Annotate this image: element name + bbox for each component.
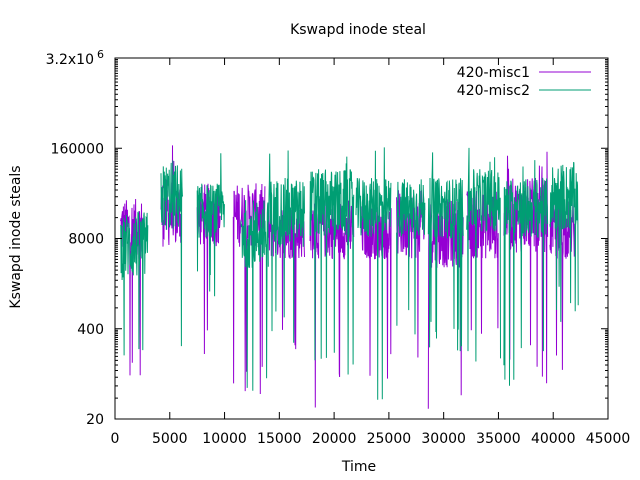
legend: 420-misc1 420-misc2 xyxy=(457,65,591,99)
series-line-misc2 xyxy=(396,179,426,335)
y-tick-label: 8000 xyxy=(68,232,104,248)
series-line-misc1 xyxy=(196,183,221,355)
x-tick-label: 40000 xyxy=(531,431,576,447)
series-line-misc2 xyxy=(355,147,392,400)
x-tick-label: 10000 xyxy=(202,431,247,447)
x-tick-label: 0 xyxy=(111,431,120,447)
series-line-misc2 xyxy=(466,147,501,362)
x-ticks: 0 5000 10000 15000 20000 25000 30000 35000 40000… xyxy=(111,58,631,447)
y-ticks: 20 400 8000 160000 xyxy=(51,57,608,428)
series-line-misc2 xyxy=(160,160,184,347)
y-tick-label-top: 3.2x10 6 xyxy=(46,48,104,68)
series-line-misc2 xyxy=(120,210,149,356)
series-line-misc2 xyxy=(240,200,269,391)
legend-label-misc1: 420-misc1 xyxy=(457,65,530,81)
x-tick-label: 35000 xyxy=(476,431,521,447)
y-tick-label: 160000 xyxy=(51,141,104,157)
legend-label-misc2: 420-misc2 xyxy=(457,83,530,99)
plot-series xyxy=(120,145,579,409)
y-tick-top-exponent: 6 xyxy=(97,48,104,61)
chart-title: Kswapd inode steal xyxy=(290,22,426,38)
y-tick-label: 20 xyxy=(86,412,104,428)
series-line-misc1 xyxy=(466,190,499,334)
x-tick-label: 20000 xyxy=(312,431,357,447)
x-tick-label: 30000 xyxy=(421,431,466,447)
series-line-misc2 xyxy=(549,161,579,322)
y-tick-top-mantissa: 3.2x10 xyxy=(46,52,94,68)
series-line-misc2 xyxy=(196,153,225,297)
series-line-misc2 xyxy=(267,150,305,343)
y-axis-label: Kswapd inode steals xyxy=(8,165,24,308)
y-tick-label: 400 xyxy=(77,322,104,338)
x-tick-label: 25000 xyxy=(367,431,412,447)
series-line-misc2 xyxy=(309,156,355,375)
x-tick-label: 15000 xyxy=(257,431,302,447)
series-line-misc2 xyxy=(503,160,549,386)
x-axis-label: Time xyxy=(341,459,376,475)
series-line-misc1 xyxy=(309,198,355,408)
series-line-misc1 xyxy=(361,205,392,379)
series-line-misc2 xyxy=(427,152,464,352)
x-tick-label: 5000 xyxy=(152,431,188,447)
x-tick-label: 45000 xyxy=(586,431,631,447)
series-line-misc1 xyxy=(232,183,266,395)
